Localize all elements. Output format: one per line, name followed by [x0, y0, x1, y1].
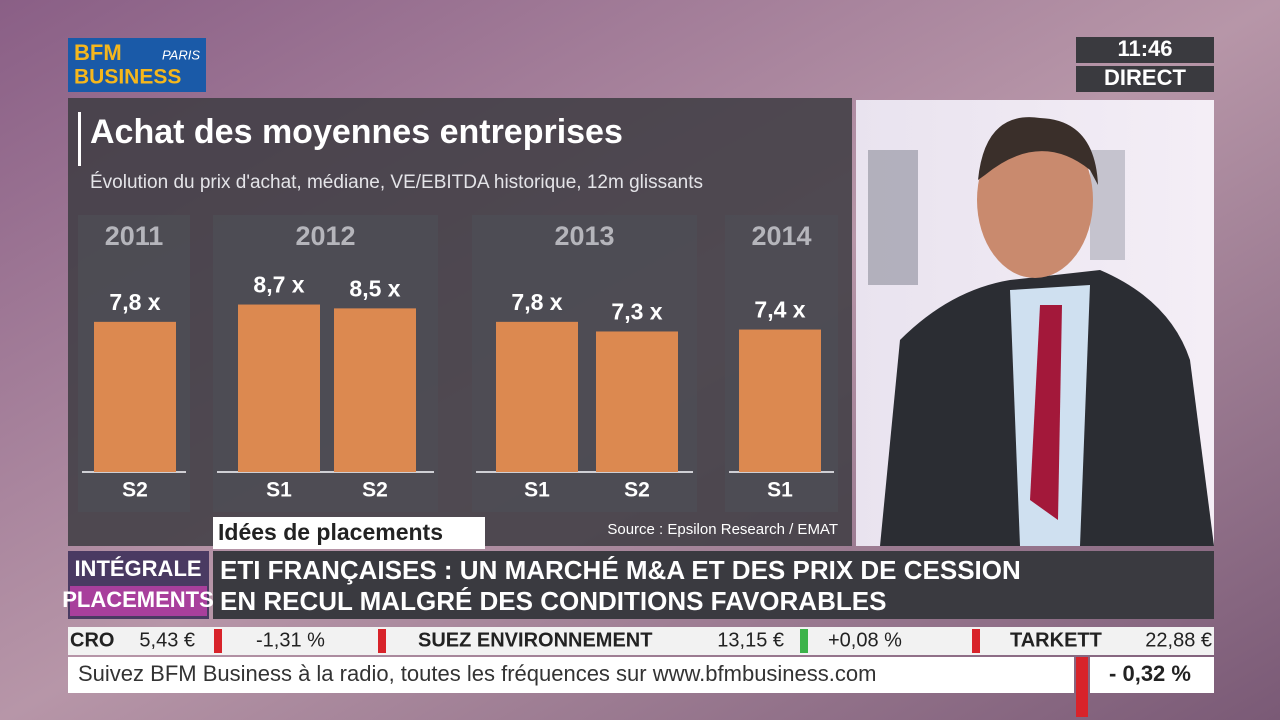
group-label: 2014	[751, 221, 811, 251]
logo	[68, 38, 206, 92]
tag-box	[213, 517, 485, 549]
value-label: 8,7 x	[253, 272, 304, 298]
bar	[496, 321, 578, 472]
x-tick-label: S1	[767, 479, 793, 502]
value-label: 7,8 x	[109, 289, 160, 315]
index-change: - 0,32 %	[1109, 661, 1191, 686]
bar	[739, 329, 821, 472]
chart-title: Achat des moyennes entreprises	[90, 113, 623, 151]
presenter-tie	[1030, 305, 1062, 520]
group-label: 2012	[295, 221, 355, 251]
presenter-face	[977, 122, 1093, 278]
chart-panel	[68, 98, 852, 546]
up-marker	[800, 629, 808, 653]
separator	[378, 629, 386, 653]
crawl-box	[68, 657, 1074, 693]
x-tick-label: S1	[266, 479, 292, 502]
headline-line: EN RECUL MALGRÉ DES CONDITIONS FAVORABLE…	[220, 586, 886, 616]
plot: 2011 2012 2013 2014 7,8 x S2 8,7 x S1 8,5 x S2 7,8…	[78, 215, 838, 512]
separator	[972, 629, 980, 653]
value-label: 8,5 x	[349, 275, 400, 301]
stock-change: +0,08 %	[828, 629, 902, 651]
stock-name: TARKETT	[1010, 629, 1102, 651]
title-accent	[78, 112, 81, 166]
stock-name: SUEZ ENVIRONNEMENT	[418, 629, 652, 651]
stock-price: 22,88 €	[1145, 629, 1212, 651]
x-tick-label: S2	[122, 479, 148, 502]
bar	[94, 321, 176, 472]
logo-bottom: BUSINESS	[74, 66, 181, 89]
bar	[596, 331, 678, 472]
logo-paris: PARIS	[162, 47, 200, 62]
value-label: 7,4 x	[754, 297, 805, 323]
chart-subtitle: Évolution du prix d'achat, médiane, VE/E…	[90, 172, 703, 193]
stock-change: -1,31 %	[256, 629, 325, 651]
presenter-hair	[978, 117, 1098, 185]
bar	[334, 308, 416, 472]
clock: 11:46	[1117, 36, 1172, 61]
show-bottom: PLACEMENTS	[62, 587, 214, 612]
down-marker	[214, 629, 222, 653]
clock-box	[1076, 37, 1214, 63]
bar	[238, 304, 320, 472]
index-box	[1090, 657, 1214, 693]
live-box	[1076, 66, 1214, 92]
show-bottom-box	[70, 586, 207, 616]
stock-name: CRO	[70, 629, 114, 651]
stock-price: 5,43 €	[139, 629, 195, 651]
index-marker	[1076, 657, 1088, 717]
x-tick-label: S1	[524, 479, 550, 502]
show-top: INTÉGRALE	[74, 556, 201, 581]
group-label: 2013	[554, 221, 614, 251]
x-tick-label: S2	[624, 479, 650, 502]
group-label: 2011	[105, 221, 164, 251]
x-tick-label: S2	[362, 479, 388, 502]
lamp	[868, 150, 918, 285]
headline-box	[213, 551, 1214, 619]
logo-top: BFM	[74, 40, 122, 65]
value-label: 7,8 x	[511, 289, 562, 315]
stock-ticker	[68, 627, 1214, 655]
headline-line: ETI FRANÇAISES : UN MARCHÉ M&A ET DES PR…	[220, 555, 1021, 585]
crawl: Suivez BFM Business à la radio, toutes l…	[78, 661, 876, 686]
value-label: 7,3 x	[611, 299, 662, 325]
tag: Idées de placements	[218, 519, 443, 545]
live-label: DIRECT	[1104, 65, 1186, 90]
stock-price: 13,15 €	[717, 629, 784, 651]
chart-source: Source : Epsilon Research / EMAT	[607, 521, 838, 538]
